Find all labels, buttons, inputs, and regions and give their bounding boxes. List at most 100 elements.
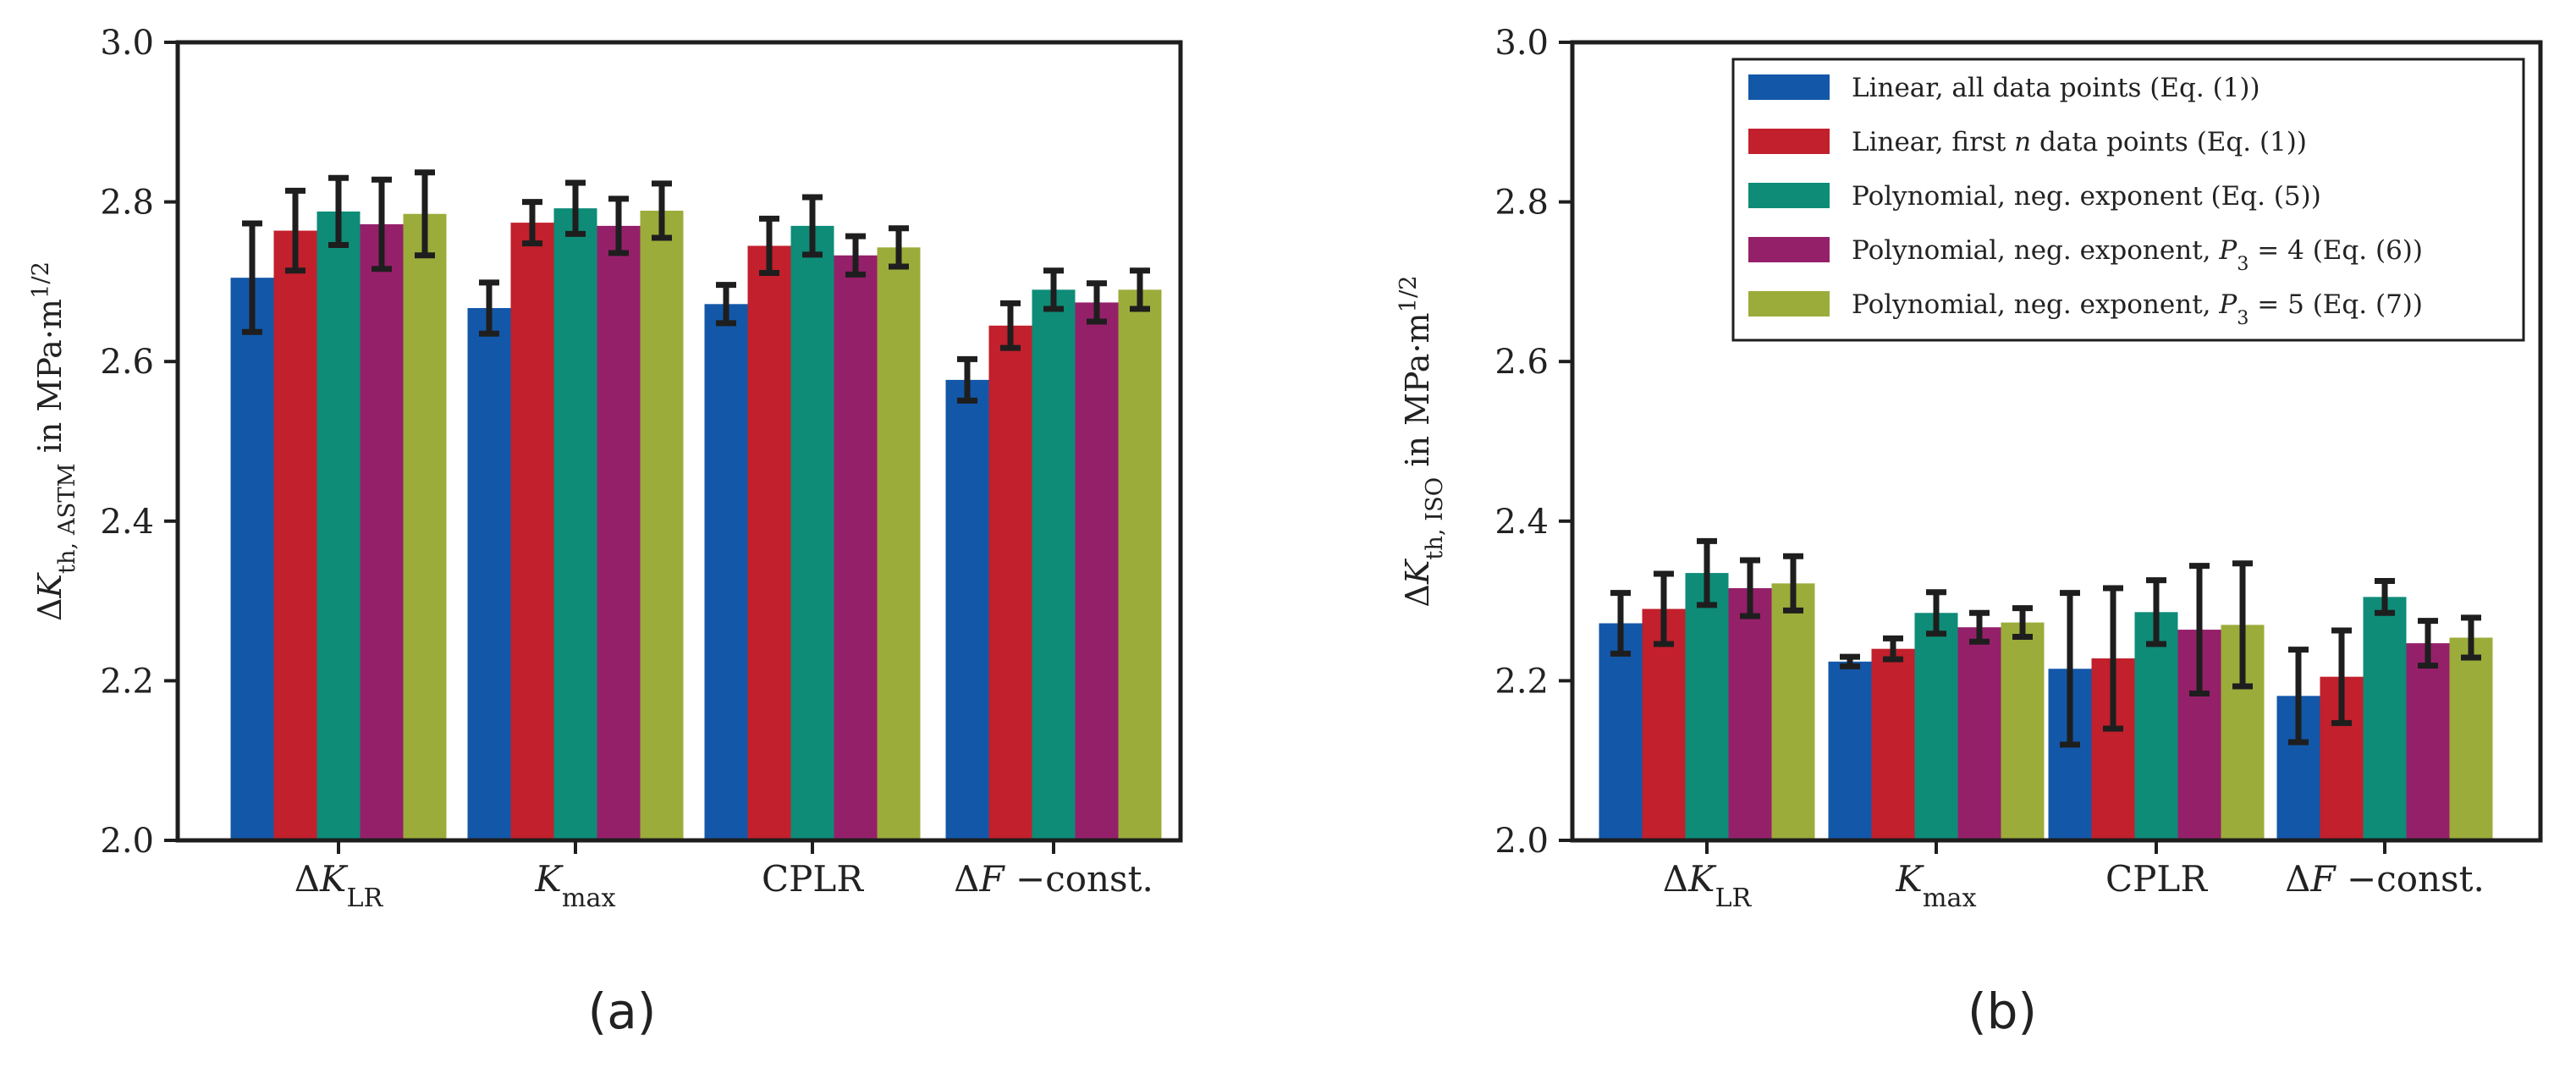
error-bar-a-s5-c2 xyxy=(652,180,672,241)
error-bar-b-s5-c2 xyxy=(2012,605,2033,641)
plot-frame xyxy=(175,40,1183,843)
legend-swatch-3 xyxy=(1748,183,1830,208)
bar-a-s3-c1 xyxy=(316,211,361,840)
error-bar-b-s3-c4 xyxy=(2375,578,2395,616)
error-bar-a-s3-c2 xyxy=(565,179,586,237)
legend-swatch-2 xyxy=(1748,129,1830,154)
error-bar-b-s3-c1 xyxy=(1697,537,1717,608)
bar-a-s1-c1 xyxy=(230,278,274,840)
error-bar-a-s4-c4 xyxy=(1087,280,1107,325)
y-axis-label: ΔKth, ISO in MPa·m1/2 xyxy=(1395,275,1448,607)
error-bar-b-s4-c3 xyxy=(2189,563,2210,696)
y-tick-label: 2.0 xyxy=(100,822,154,861)
bar-a-s5-c2 xyxy=(640,210,684,840)
legend-label-1: Linear, all data points (Eq. (1)) xyxy=(1852,73,2260,103)
error-bar-a-s5-c3 xyxy=(889,225,909,270)
error-bar-b-s4-c4 xyxy=(2418,618,2438,669)
bar-b-s3-c1 xyxy=(1685,573,1729,840)
error-bar-b-s1-c3 xyxy=(2060,590,2080,748)
y-tick-label: 2.6 xyxy=(1494,343,1549,382)
error-bar-a-s3-c4 xyxy=(1043,267,1064,312)
bar-b-s3-c3 xyxy=(2134,612,2178,840)
error-bar-a-s4-c1 xyxy=(372,176,392,273)
bar-b-s4-c4 xyxy=(2406,643,2450,840)
error-bar-b-s4-c2 xyxy=(1969,609,1990,645)
legend-label-5: Polynomial, neg. exponent, P3 = 5 (Eq. (… xyxy=(1852,289,2423,329)
category-label: ΔKLR xyxy=(294,858,384,913)
error-bar-b-s1-c4 xyxy=(2288,647,2309,746)
y-tick-label: 2.2 xyxy=(100,662,154,701)
bar-a-s5-c3 xyxy=(877,247,921,840)
plot-frame xyxy=(1570,40,2543,843)
y-tick-label: 3.0 xyxy=(100,24,154,63)
y-tick-label: 3.0 xyxy=(1494,24,1549,63)
error-bar-b-s3-c2 xyxy=(1926,589,1946,637)
bar-a-s5-c4 xyxy=(1118,289,1162,841)
y-tick-label: 2.8 xyxy=(100,184,154,223)
bar-b-s3-c4 xyxy=(2363,597,2407,840)
legend: Linear, all data points (Eq. (1)) Linear,… xyxy=(1731,58,2525,342)
legend-swatch-5 xyxy=(1748,291,1830,317)
y-tick-label: 2.0 xyxy=(1494,822,1549,861)
bar-a-s1-c4 xyxy=(945,379,989,840)
error-bar-b-s1-c2 xyxy=(1840,653,1860,669)
y-tick-label: 2.2 xyxy=(1494,662,1549,701)
error-bar-b-s2-c3 xyxy=(2103,585,2123,732)
chart-panel-a: 2.0 2.2 2.4 2.6 2.8 3.0 ΔKLR Kmax CPLR ΔF −const.… xyxy=(28,24,1183,1040)
error-bar-b-s2-c4 xyxy=(2331,627,2352,726)
category-label: ΔF −const. xyxy=(954,858,1153,900)
legend-swatch-4 xyxy=(1748,237,1830,262)
bar-b-s4-c1 xyxy=(1728,588,1772,840)
bar-a-s4-c4 xyxy=(1075,302,1119,841)
bar-a-s4-c1 xyxy=(360,224,404,840)
bar-b-s5-c2 xyxy=(2001,622,2045,840)
bar-b-s1-c1 xyxy=(1599,623,1643,840)
bar-a-s1-c3 xyxy=(704,304,748,841)
legend-swatch-1 xyxy=(1748,74,1830,100)
error-bar-a-s1-c2 xyxy=(479,279,499,337)
bar-b-s2-c2 xyxy=(1871,648,1915,840)
bar-a-s3-c3 xyxy=(790,225,834,840)
error-bar-b-s1-c1 xyxy=(1610,590,1631,657)
category-label: ΔF −const. xyxy=(2285,858,2485,900)
bar-b-s4-c2 xyxy=(1957,627,2001,840)
bar-a-s2-c2 xyxy=(510,223,554,840)
legend-label-3: Polynomial, neg. exponent (Eq. (5)) xyxy=(1852,181,2321,212)
bar-b-s5-c4 xyxy=(2449,637,2493,840)
category-label: CPLR xyxy=(2105,858,2208,900)
error-bar-a-s2-c3 xyxy=(759,215,779,277)
panel-label: (a) xyxy=(588,983,657,1040)
error-bar-a-s5-c4 xyxy=(1130,267,1150,312)
error-bar-a-s1-c4 xyxy=(957,355,977,404)
legend-box xyxy=(1731,58,2525,342)
bar-b-s3-c2 xyxy=(1914,613,1958,840)
bar-a-s4-c2 xyxy=(597,225,641,840)
bar-a-s2-c1 xyxy=(273,230,317,841)
bar-b-s1-c2 xyxy=(1828,661,1872,840)
error-bar-b-s3-c3 xyxy=(2146,577,2166,647)
error-bar-a-s4-c3 xyxy=(845,233,866,278)
error-bar-b-s5-c1 xyxy=(1783,553,1803,614)
y-axis-label: ΔKth, ASTM in MPa·m1/2 xyxy=(28,261,80,621)
error-bar-a-s1-c3 xyxy=(716,282,736,327)
error-bar-a-s1-c1 xyxy=(242,220,262,335)
error-bar-b-s4-c1 xyxy=(1740,557,1760,619)
bar-a-s3-c4 xyxy=(1032,289,1076,841)
y-tick-label: 2.4 xyxy=(1494,503,1549,542)
error-bar-a-s3-c1 xyxy=(328,174,349,249)
bar-b-s2-c1 xyxy=(1642,608,1686,840)
bar-a-s1-c2 xyxy=(467,308,511,840)
legend-label-2: Linear, first n data points (Eq. (1)) xyxy=(1852,127,2307,157)
error-bar-b-s5-c3 xyxy=(2232,560,2253,690)
error-bar-a-s2-c1 xyxy=(285,187,305,274)
error-bar-a-s4-c2 xyxy=(608,195,629,256)
bar-a-s5-c1 xyxy=(403,213,447,840)
error-bar-a-s3-c3 xyxy=(802,194,823,258)
error-bar-a-s2-c2 xyxy=(522,199,542,247)
category-label: CPLR xyxy=(762,858,864,900)
chart-panel-b: 2.0 2.2 2.4 2.6 2.8 3.0 ΔKLR Kmax CPLR ΔF −const.… xyxy=(1395,24,2543,1040)
error-bar-b-s5-c4 xyxy=(2461,614,2481,661)
bar-a-s2-c3 xyxy=(747,245,791,841)
error-bar-b-s2-c2 xyxy=(1883,635,1903,663)
